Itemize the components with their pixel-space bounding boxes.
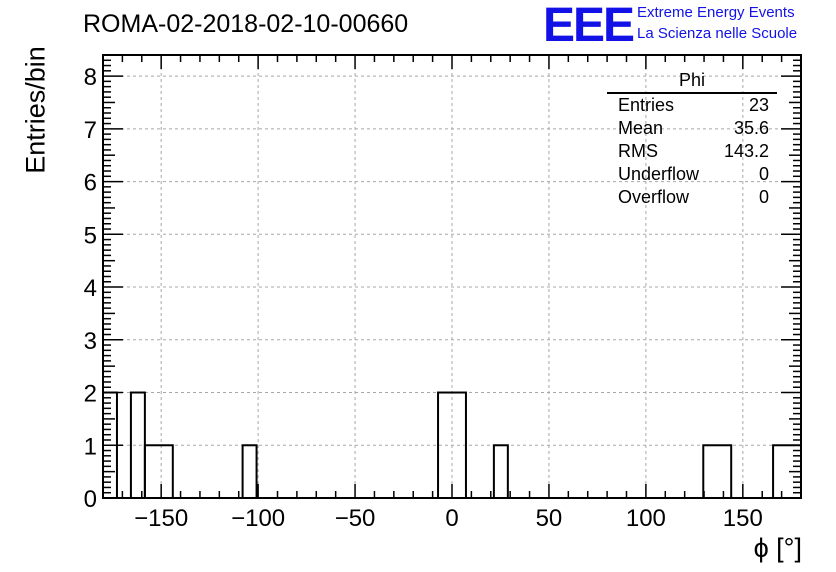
y-tick-label: 8 (84, 64, 97, 91)
histogram-bar (702, 444, 733, 499)
grid-layer (103, 55, 801, 498)
stats-value: 23 (748, 95, 769, 115)
histogram-bar (143, 444, 174, 499)
stats-row: Overflow 0 (607, 186, 777, 209)
y-tick-label: 7 (84, 117, 97, 144)
y-tick-label: 6 (84, 170, 97, 197)
stats-box: Phi Entries 23 Mean 35.6 RMS 143.2 Underflow 0 O… (607, 70, 777, 209)
stats-row: Mean 35.6 (607, 117, 777, 140)
x-tick-label: 50 (536, 505, 563, 532)
x-tick-label: 0 (445, 505, 458, 532)
tick-marks (102, 54, 802, 499)
y-tick-label: 5 (84, 222, 97, 249)
tick-labels: −150 −100 −50 0 50 100 150 0 1 2 3 4 5 6 7 8 (84, 64, 763, 532)
stats-value: 0 (758, 187, 769, 207)
logo-subtitle-line2: La Scienza nelle Scuole (637, 25, 798, 42)
chart-title: ROMA-02-2018-02-10-00660 (83, 10, 409, 38)
stats-label: Underflow (618, 164, 700, 184)
x-tick-label: −150 (134, 505, 188, 532)
stats-row: Entries 23 (607, 94, 777, 117)
stats-row: RMS 143.2 (607, 140, 777, 163)
stats-row: Underflow 0 (607, 163, 777, 186)
y-tick-label: 4 (84, 275, 97, 302)
histogram-bar (492, 444, 509, 499)
stats-label: Overflow (618, 187, 690, 207)
stats-value: 143.2 (723, 141, 769, 161)
histogram-bar (241, 444, 258, 499)
stats-label: Entries (618, 95, 675, 115)
stats-value: 35.6 (733, 118, 769, 138)
eee-logo: EEE (543, 0, 635, 52)
x-axis-label: ϕ [°] (753, 533, 802, 563)
logo-subtitle-line1: Extreme Energy Events (637, 4, 795, 21)
x-tick-label: 100 (626, 505, 666, 532)
x-tick-label: 150 (723, 505, 763, 532)
y-tick-label: 2 (84, 381, 97, 408)
y-tick-label: 1 (84, 433, 97, 460)
stats-label: RMS (618, 141, 658, 161)
x-tick-label: −100 (231, 505, 285, 532)
stats-title: Phi (607, 70, 777, 94)
y-tick-label: 3 (84, 328, 97, 355)
stats-label: Mean (618, 118, 664, 138)
x-tick-label: −50 (335, 505, 376, 532)
y-tick-label: 0 (84, 486, 97, 513)
stats-value: 0 (758, 164, 769, 184)
